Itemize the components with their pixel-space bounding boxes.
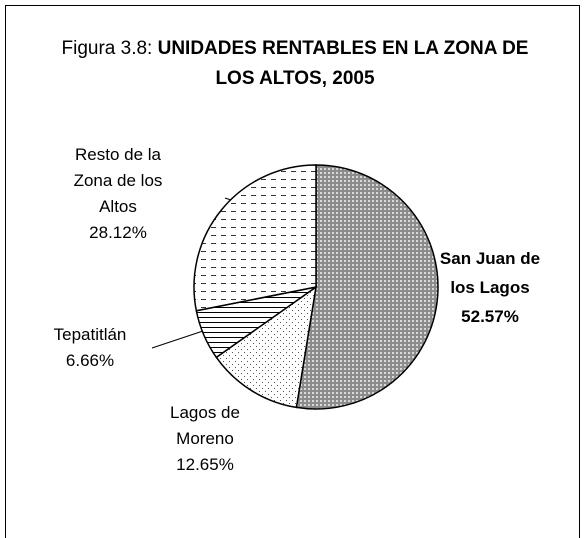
value-label: 6.66% bbox=[65, 351, 115, 370]
title-prefix: Figura 3.8: bbox=[61, 38, 153, 59]
value-label: 12.65% bbox=[176, 455, 234, 474]
pie-slice bbox=[295, 164, 439, 410]
title-text: UNIDADES RENTABLES EN LA ZONA DE LOS ALT… bbox=[157, 38, 529, 89]
slice-label: Resto de la Zona de los Altos 28.12% bbox=[58, 142, 178, 246]
frame bbox=[5, 5, 580, 538]
chart-title: Figura 3.8: UNIDADES RENTABLES EN LA ZON… bbox=[60, 34, 530, 94]
category-label: Resto de la Zona de los Altos bbox=[73, 145, 163, 216]
value-label: 28.12% bbox=[89, 223, 147, 242]
slice-label: Lagos de Moreno 12.65% bbox=[145, 400, 265, 478]
category-label: San Juan de los Lagos bbox=[439, 249, 541, 297]
pie-slice bbox=[215, 285, 318, 409]
slice-label: Tepatitlán 6.66% bbox=[30, 322, 150, 374]
slice-label: San Juan de los Lagos 52.57% bbox=[430, 244, 550, 331]
category-label: Tepatitlán bbox=[53, 325, 127, 344]
category-label: Lagos de Moreno bbox=[170, 403, 240, 448]
leader-line bbox=[151, 329, 207, 349]
value-label: 52.57% bbox=[461, 307, 519, 326]
pie-slice bbox=[193, 164, 317, 312]
